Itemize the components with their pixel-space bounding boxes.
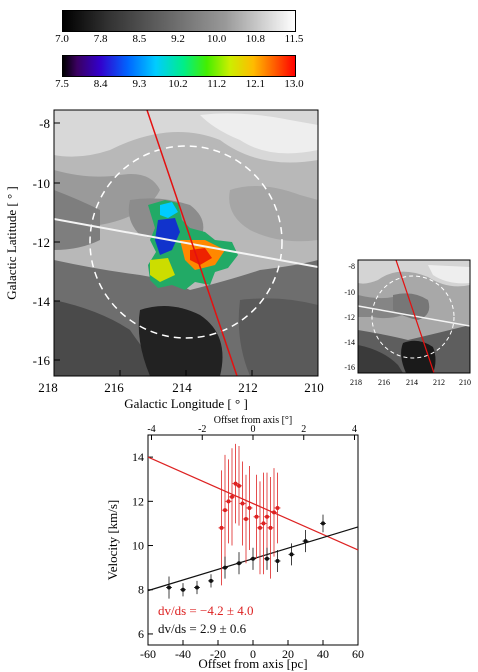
red-annotation: dv/ds = −4.2 ± 4.0 [158,603,253,618]
main-ytick: -10 [33,176,50,191]
data-point [303,539,308,544]
main-xtick: 216 [104,380,124,395]
velocity-ylabel: Velocity [km/s] [105,500,120,581]
data-point [247,505,252,510]
main-xtick: 214 [172,380,192,395]
x-tick-label: -40 [175,647,191,661]
gray-tick: 7.0 [55,33,69,45]
x2-tick-label: 0 [251,424,256,435]
x2-tick-label: 4 [352,424,357,435]
data-point [167,585,171,590]
main-xtick: 212 [238,380,258,395]
main-xtick: 210 [304,380,324,395]
small-ytick: -10 [344,288,355,297]
data-point [275,505,280,510]
small-ytick: -12 [344,313,355,322]
velocity-x2label: Offset from axis [°] [214,415,293,426]
x-tick-label: 40 [317,647,329,661]
data-point [268,525,273,530]
main-ytick: -16 [33,353,51,368]
small-xtick: 212 [433,378,445,387]
data-point [209,578,213,583]
data-point [265,556,269,561]
main-map-image [54,110,318,376]
velocity-colorbar [62,55,296,77]
data-point [258,525,262,530]
x2-tick-label: -4 [147,424,155,435]
x-tick-label: -20 [210,647,226,661]
y-tick-label: 12 [132,494,144,508]
data-point [219,525,224,530]
data-point [237,483,241,488]
rainbow-tick: 9.3 [132,78,147,90]
y-tick-label: 14 [132,450,144,464]
rainbow-tick: 8.4 [93,78,108,90]
y-tick-label: 8 [138,583,144,597]
main-ylabel: Galactic Latitude [ ° ] [4,186,19,299]
x-tick-label: 0 [250,647,256,661]
gray-tick: 10.8 [245,33,265,45]
data-point [223,508,227,513]
data-point [254,514,259,519]
data-point [233,481,238,486]
data-point [226,499,231,504]
data-point [251,556,255,561]
y-tick-label: 6 [138,627,144,641]
fit-line [147,456,359,551]
main-map-ticks [53,122,319,376]
x2-tick-label: 2 [301,424,306,435]
rainbow-tick: 10.2 [168,78,188,90]
data-point [240,501,245,506]
x-tick-label: 60 [352,647,364,661]
data-point [230,494,234,499]
grayscale-colorbar-ticks: 7.0 7.8 8.5 9.2 10.0 10.8 11.5 [55,33,303,47]
y-tick-label: 10 [132,539,144,553]
small-ytick: -16 [344,363,355,372]
main-xtick: 218 [38,380,58,395]
main-xlabel: Galactic Longitude [ ° ] [124,396,248,411]
data-point [289,552,294,557]
small-map-panel: 218 216 214 212 210 -8 -10 -12 -14 -16 [344,259,471,387]
small-xtick: 216 [378,378,390,387]
data-point [272,510,276,515]
grayscale-colorbar [62,10,296,32]
gray-tick: 11.5 [284,33,304,45]
small-ytick: -14 [344,338,355,347]
gray-tick: 7.8 [93,33,108,45]
main-ytick: -12 [33,235,50,250]
data-point [195,585,199,590]
small-xtick: 218 [350,378,362,387]
black-annotation: dv/ds = 2.9 ± 0.6 [158,621,247,636]
velocity-xlabel: Offset from axis [pc] [198,656,307,671]
data-point [265,514,269,519]
x-tick-label: -60 [140,647,156,661]
data-point [275,559,280,563]
velocity-colorbar-ticks: 7.5 8.4 9.3 10.2 11.2 12.1 13.0 [55,78,304,92]
data-point [223,565,227,570]
small-map-image [358,260,470,373]
rainbow-tick: 7.5 [55,78,69,90]
gray-tick: 9.2 [171,33,185,45]
data-point [237,561,241,566]
data-point [321,521,325,526]
rainbow-tick: 13.0 [284,78,304,90]
rainbow-tick: 12.1 [245,78,265,90]
gray-tick: 10.0 [207,33,227,45]
small-xtick: 210 [459,378,471,387]
main-ytick: -8 [39,116,50,131]
x2-tick-label: -2 [198,424,206,435]
gray-tick: 8.5 [132,33,147,45]
main-ytick: -14 [33,294,51,309]
small-xtick: 214 [406,378,418,387]
small-ytick: -8 [348,262,355,271]
main-map-panel: 218 216 214 212 210 -8 -10 -12 -14 -16 G… [4,109,324,411]
data-point [244,517,248,521]
data-point [261,521,266,526]
velocity-chart: Offset from axis [°] Offset from axis [p… [105,415,364,671]
data-point [181,587,185,592]
x-tick-label: 20 [282,647,294,661]
rainbow-tick: 11.2 [207,78,227,90]
